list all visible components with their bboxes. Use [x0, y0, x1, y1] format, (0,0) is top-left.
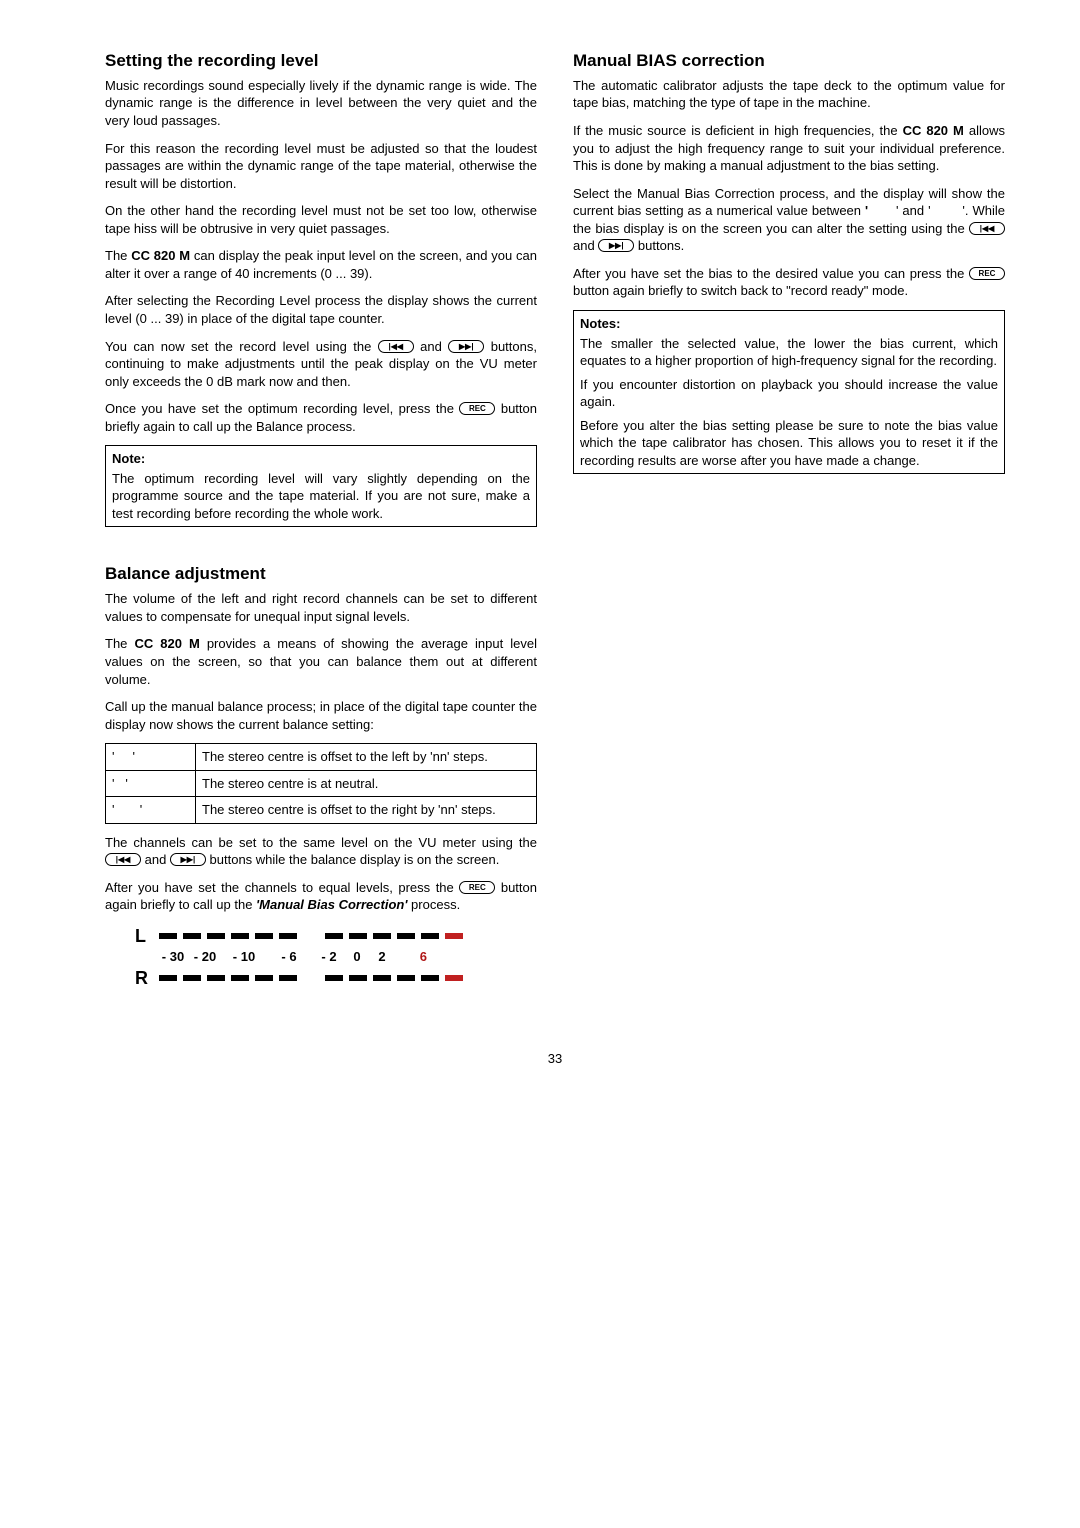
- note-body: The optimum recording level will vary sl…: [112, 470, 530, 523]
- vu-segment: [159, 975, 177, 981]
- vu-segment: [279, 933, 297, 939]
- note-body: If you encounter distortion on playback …: [580, 376, 998, 411]
- vu-segment: [279, 975, 297, 981]
- vu-segment: [207, 933, 225, 939]
- vu-segment: [183, 933, 201, 939]
- prev-track-icon: |◀◀: [969, 222, 1005, 235]
- paragraph: The CC 820 M can display the peak input …: [105, 247, 537, 282]
- vu-segment: [349, 975, 367, 981]
- vu-segment: [373, 975, 391, 981]
- vu-segment: [325, 933, 343, 939]
- vu-segment: [349, 933, 367, 939]
- vu-row-right: R: [135, 966, 537, 990]
- two-column-layout: Setting the recording level Music record…: [105, 50, 1005, 990]
- paragraph: If the music source is deficient in high…: [573, 122, 1005, 175]
- paragraph: You can now set the record level using t…: [105, 338, 537, 391]
- vu-segment: [325, 975, 343, 981]
- vu-segment: [183, 975, 201, 981]
- note-box: Note: The optimum recording level will v…: [105, 445, 537, 527]
- bias-heading: Manual BIAS correction: [573, 50, 1005, 73]
- vu-segment: [231, 933, 249, 939]
- paragraph: For this reason the recording level must…: [105, 140, 537, 193]
- notes-heading: Notes:: [580, 315, 998, 333]
- note-body: Before you alter the bias setting please…: [580, 417, 998, 470]
- prev-track-icon: |◀◀: [378, 340, 414, 353]
- table-row: ' ' The stereo centre is offset to the r…: [106, 797, 537, 824]
- note-body: The smaller the selected value, the lowe…: [580, 335, 998, 370]
- paragraph: After you have set the channels to equal…: [105, 879, 537, 914]
- vu-scale-numbers: - 30 - 20 - 10 - 6 - 2 0 2 6: [157, 948, 537, 966]
- table-row: ' ' The stereo centre is offset to the l…: [106, 744, 537, 771]
- vu-segment-red: [445, 933, 463, 939]
- paragraph: After you have set the bias to the desir…: [573, 265, 1005, 300]
- table-row: ' ' The stereo centre is at neutral.: [106, 770, 537, 797]
- next-track-icon: ▶▶|: [170, 853, 206, 866]
- rec-icon: REC: [459, 402, 495, 415]
- balance-heading: Balance adjustment: [105, 563, 537, 586]
- recording-level-heading: Setting the recording level: [105, 50, 537, 73]
- prev-track-icon: |◀◀: [105, 853, 141, 866]
- vu-row-left: L: [135, 924, 537, 948]
- paragraph: The channels can be set to the same leve…: [105, 834, 537, 869]
- vu-segment: [397, 975, 415, 981]
- vu-meter-diagram: L - 30 -: [135, 924, 537, 990]
- vu-segment: [207, 975, 225, 981]
- vu-segment: [231, 975, 249, 981]
- page-number: 33: [105, 1050, 1005, 1068]
- note-heading: Note:: [112, 450, 530, 468]
- paragraph: After selecting the Recording Level proc…: [105, 292, 537, 327]
- vu-segment: [255, 975, 273, 981]
- right-column: Manual BIAS correction The automatic cal…: [573, 50, 1005, 990]
- left-column: Setting the recording level Music record…: [105, 50, 537, 990]
- vu-segment: [421, 975, 439, 981]
- vu-segment-red: [445, 975, 463, 981]
- paragraph: Music recordings sound especially lively…: [105, 77, 537, 130]
- vu-segment: [255, 933, 273, 939]
- rec-icon: REC: [969, 267, 1005, 280]
- paragraph: On the other hand the recording level mu…: [105, 202, 537, 237]
- paragraph: The automatic calibrator adjusts the tap…: [573, 77, 1005, 112]
- paragraph: The CC 820 M provides a means of showing…: [105, 635, 537, 688]
- vu-segment: [373, 933, 391, 939]
- paragraph: Once you have set the optimum recording …: [105, 400, 537, 435]
- notes-box: Notes: The smaller the selected value, t…: [573, 310, 1005, 474]
- next-track-icon: ▶▶|: [598, 239, 634, 252]
- vu-segment: [421, 933, 439, 939]
- vu-segment: [397, 933, 415, 939]
- paragraph: The volume of the left and right record …: [105, 590, 537, 625]
- paragraph: Call up the manual balance process; in p…: [105, 698, 537, 733]
- vu-segment: [159, 933, 177, 939]
- next-track-icon: ▶▶|: [448, 340, 484, 353]
- rec-icon: REC: [459, 881, 495, 894]
- balance-table: ' ' The stereo centre is offset to the l…: [105, 743, 537, 824]
- paragraph: Select the Manual Bias Correction proces…: [573, 185, 1005, 255]
